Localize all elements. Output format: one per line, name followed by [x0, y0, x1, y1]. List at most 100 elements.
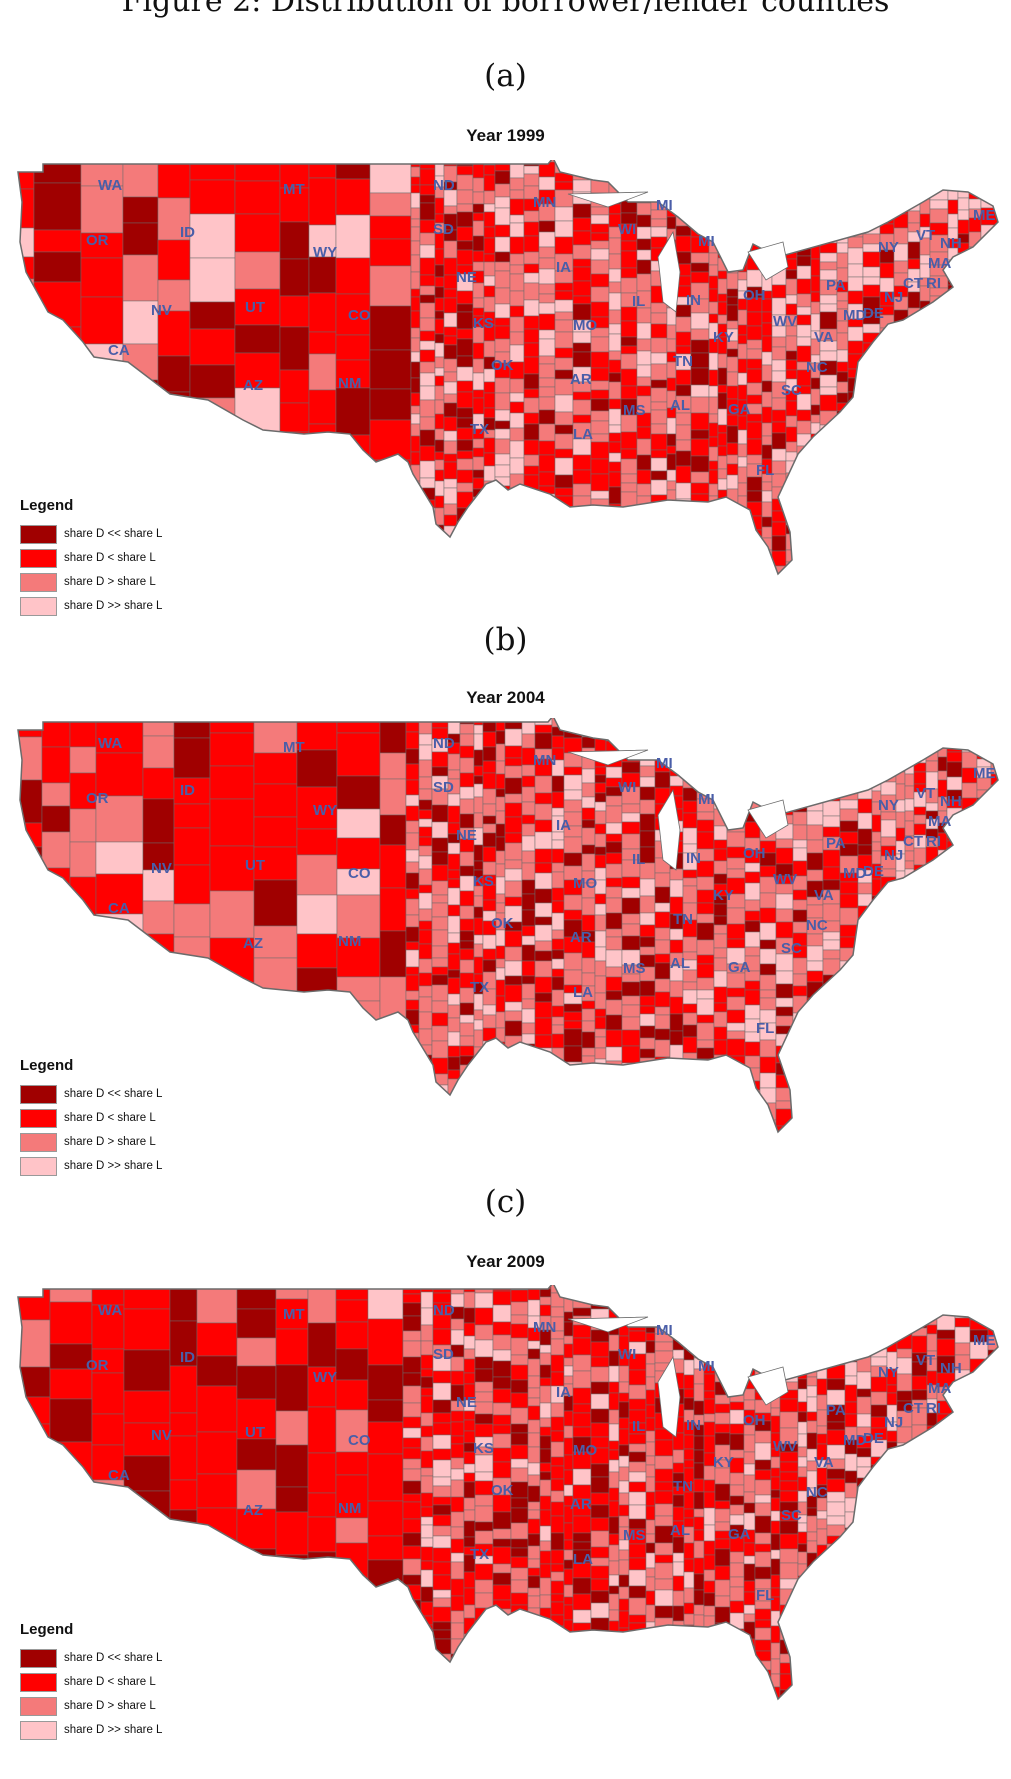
county-tile [636, 307, 652, 324]
county-tile [563, 1118, 583, 1129]
county-tile [744, 931, 761, 948]
county-tile [822, 866, 841, 881]
county-tile [729, 1562, 745, 1578]
county-tile [779, 1350, 799, 1361]
county-tile [957, 410, 970, 422]
county-tile [744, 980, 761, 991]
county-tile [527, 1533, 541, 1547]
county-tile [628, 1695, 647, 1699]
county-tile [49, 1398, 93, 1443]
county-tile [189, 364, 236, 399]
county-tile [405, 763, 420, 781]
county-tile [521, 733, 536, 749]
county-tile [504, 842, 523, 861]
county-tile [785, 163, 798, 180]
county-tile [714, 1595, 731, 1608]
county-tile [822, 939, 841, 951]
county-tile [743, 1604, 756, 1615]
county-tile [482, 1108, 497, 1120]
county-tile [196, 1540, 238, 1564]
county-tile [308, 542, 337, 574]
county-tile [620, 368, 638, 387]
county-tile [492, 1376, 512, 1390]
legend-item: share D < share L [20, 1106, 220, 1130]
county-tile [754, 1344, 772, 1361]
county-tile [432, 1597, 452, 1608]
county-tile [410, 288, 421, 298]
county-tile [770, 1467, 781, 1478]
county-tile [33, 326, 82, 375]
county-tile [554, 357, 574, 371]
county-tile [447, 1045, 461, 1058]
county-tile [682, 1074, 698, 1087]
county-tile [534, 848, 553, 864]
county-tile [913, 1048, 927, 1062]
county-tile [654, 1589, 674, 1607]
county-tile [946, 740, 963, 753]
county-tile [539, 1426, 552, 1437]
county-tile [495, 796, 506, 812]
county-tile [946, 1117, 963, 1132]
county-tile [620, 353, 638, 370]
county-tile [628, 1451, 647, 1463]
county-tile [402, 1610, 422, 1621]
county-tile [196, 1473, 238, 1509]
county-tile [492, 1621, 512, 1634]
county-tile [947, 409, 959, 428]
county-tile [495, 836, 506, 852]
county-tile [640, 1139, 655, 1154]
county-tile [806, 718, 824, 728]
county-tile [594, 930, 607, 948]
county-tile [761, 526, 773, 539]
county-tile [456, 366, 474, 382]
county-tile [947, 374, 959, 388]
legend-swatch [20, 1132, 57, 1152]
county-tile [826, 1285, 846, 1292]
county-tile [335, 546, 371, 573]
county-tile [879, 366, 895, 382]
county-tile [682, 1085, 698, 1103]
county-tile [896, 1488, 913, 1499]
county-tile [645, 1389, 656, 1406]
county-tile [551, 912, 565, 931]
county-tile [879, 163, 895, 182]
county-tile [590, 1381, 610, 1395]
county-tile [275, 1328, 309, 1366]
county-tile [957, 370, 970, 383]
county-tile [608, 1585, 620, 1595]
county-tile [836, 381, 849, 394]
county-tile [879, 380, 895, 394]
county-tile [431, 864, 449, 882]
county-tile [754, 1619, 772, 1629]
county-tile [572, 550, 592, 560]
county-tile [675, 571, 692, 574]
county-tile [279, 431, 310, 460]
county-tile [551, 791, 565, 809]
county-tile [907, 174, 921, 191]
county-tile [771, 231, 787, 242]
county-tile [857, 955, 873, 966]
county-tile [968, 480, 982, 499]
county-tile [726, 371, 739, 387]
county-tile [431, 1040, 449, 1059]
county-tile [472, 177, 485, 193]
county-tile [999, 424, 1011, 433]
county-tile [976, 723, 992, 736]
county-tile [142, 994, 175, 1027]
county-tile [957, 482, 970, 500]
county-tile [539, 1594, 552, 1609]
county-tile [675, 547, 692, 557]
county-tile [539, 1385, 552, 1404]
county-tile [650, 302, 668, 314]
county-tile [459, 1035, 475, 1047]
county-tile [405, 731, 420, 750]
county-tile [771, 163, 787, 173]
county-tile [826, 1612, 846, 1627]
county-tile [482, 934, 497, 950]
county-tile [826, 1320, 846, 1332]
county-tile [744, 882, 761, 901]
county-tile [947, 297, 959, 310]
county-tile [990, 718, 998, 724]
county-tile [796, 265, 812, 280]
county-tile [980, 441, 998, 453]
